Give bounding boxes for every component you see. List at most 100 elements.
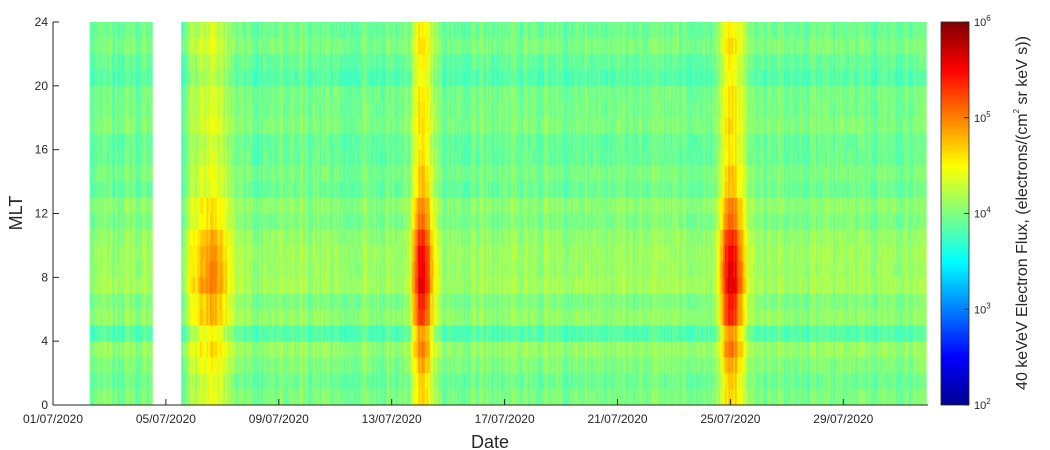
heatmap-cell — [316, 37, 319, 55]
heatmap-cell — [137, 373, 140, 390]
heatmap-cell — [374, 37, 377, 55]
heatmap-cell — [389, 309, 392, 326]
heatmap-cell — [323, 261, 326, 278]
heatmap-cell — [182, 229, 185, 246]
heatmap-cell — [235, 389, 238, 406]
heatmap-cell — [465, 165, 468, 182]
heatmap-cell — [125, 117, 128, 135]
heatmap-cell — [243, 69, 246, 87]
heatmap-cell — [275, 373, 279, 390]
heatmap-cell — [281, 37, 284, 55]
heatmap-cell — [108, 325, 111, 342]
heatmap-cell — [181, 325, 184, 342]
heatmap-cell — [199, 325, 202, 342]
heatmap-cell — [245, 101, 248, 119]
heatmap-cell — [89, 245, 92, 262]
heatmap-cell — [411, 117, 414, 135]
heatmap-cell — [352, 197, 355, 214]
heatmap-cell — [374, 277, 377, 294]
heatmap-cell — [111, 293, 114, 310]
heatmap-cell — [237, 181, 240, 198]
heatmap-cell — [110, 325, 113, 342]
heatmap-cell — [113, 261, 116, 278]
heatmap-cell — [182, 261, 185, 278]
heatmap-cell — [330, 341, 333, 358]
heatmap-cell — [443, 293, 446, 310]
heatmap-cell — [270, 181, 273, 198]
heatmap-cell — [419, 245, 423, 262]
heatmap-cell — [235, 213, 238, 230]
heatmap-cell — [357, 117, 360, 135]
heatmap-cell — [132, 261, 135, 278]
heatmap-cell — [142, 22, 145, 39]
heatmap-cell — [182, 309, 185, 326]
heatmap-cell — [225, 133, 228, 150]
heatmap-cell — [399, 341, 402, 358]
heatmap-cell — [352, 22, 355, 39]
heatmap-cell — [336, 133, 340, 150]
heatmap-cell — [186, 117, 189, 135]
heatmap-cell — [135, 213, 138, 230]
heatmap-cell — [277, 22, 280, 39]
heatmap-cell — [128, 293, 131, 310]
heatmap-cell — [262, 53, 265, 71]
heatmap-cell — [360, 373, 363, 390]
heatmap-cell — [375, 229, 378, 246]
heatmap-cell — [428, 85, 431, 103]
heatmap-cell — [182, 133, 185, 150]
heatmap-cell — [428, 101, 431, 119]
heatmap-cell — [118, 165, 121, 182]
heatmap-cell — [343, 325, 346, 342]
heatmap-cell — [215, 133, 218, 150]
heatmap-cell — [389, 373, 392, 390]
heatmap-cell — [367, 389, 370, 406]
heatmap-cell — [425, 261, 428, 278]
heatmap-cell — [265, 101, 268, 119]
heatmap-cell — [357, 165, 360, 182]
heatmap-cell — [252, 85, 255, 103]
heatmap-cell — [93, 117, 96, 135]
heatmap-cell — [453, 133, 456, 150]
heatmap-cell — [138, 309, 141, 326]
heatmap-cell — [348, 133, 351, 150]
heatmap-cell — [455, 37, 458, 55]
heatmap-cell — [467, 229, 470, 246]
heatmap-cell — [104, 53, 108, 71]
heatmap-cell — [91, 53, 94, 71]
heatmap-cell — [191, 325, 194, 342]
heatmap-cell — [143, 85, 146, 103]
heatmap-cell — [386, 341, 389, 358]
heatmap-cell — [367, 85, 370, 103]
heatmap-cell — [91, 245, 94, 262]
heatmap-cell — [357, 373, 360, 390]
heatmap-cell — [150, 85, 153, 103]
heatmap-cell — [128, 261, 131, 278]
heatmap-cell — [221, 245, 224, 262]
heatmap-cell — [436, 261, 439, 278]
heatmap-cell — [148, 197, 152, 214]
heatmap-cell — [308, 53, 311, 71]
heatmap-cell — [89, 325, 92, 342]
heatmap-cell — [284, 149, 287, 166]
heatmap-cell — [130, 37, 133, 55]
heatmap-cell — [206, 133, 209, 150]
heatmap-cell — [328, 69, 331, 87]
heatmap-cell — [143, 261, 146, 278]
heatmap-cell — [106, 22, 109, 39]
heatmap-cell — [406, 37, 409, 55]
heatmap-cell — [443, 341, 446, 358]
heatmap-cell — [343, 22, 346, 39]
heatmap-cell — [231, 261, 235, 278]
heatmap-cell — [262, 293, 265, 310]
heatmap-cell — [292, 197, 296, 214]
heatmap-cell — [274, 101, 277, 119]
heatmap-cell — [348, 389, 351, 406]
heatmap-cell — [326, 213, 329, 230]
heatmap-cell — [237, 197, 240, 214]
heatmap-cell — [375, 245, 378, 262]
heatmap-cell — [181, 85, 184, 103]
heatmap-cell — [362, 341, 365, 358]
heatmap-cell — [211, 277, 214, 294]
heatmap-cell — [335, 133, 338, 150]
heatmap-cell — [221, 22, 224, 39]
